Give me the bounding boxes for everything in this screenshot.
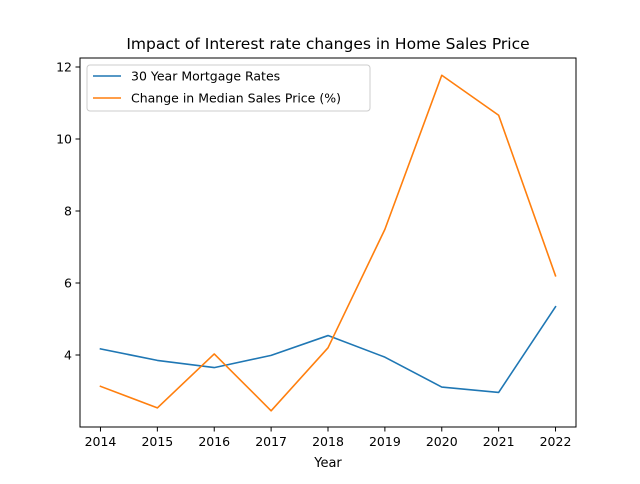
legend-label-mortgage: 30 Year Mortgage Rates: [131, 69, 280, 84]
x-tick-label: 2015: [141, 434, 173, 449]
series-line-mortgage-rates: [99, 305, 557, 394]
y-tick-label: 12: [56, 60, 72, 75]
x-tick-label: 2018: [312, 434, 344, 449]
series-line-median-sales-price: [99, 74, 557, 412]
y-axis: 4 6 8 10 12: [56, 60, 80, 363]
x-tick-label: 2019: [369, 434, 401, 449]
x-axis: 2014 2015 2016 2017 2018 2019 2020 2021 2022: [85, 427, 572, 449]
x-tick-label: 2014: [85, 434, 117, 449]
x-tick-label: 2017: [255, 434, 287, 449]
x-tick-label: 2016: [198, 434, 230, 449]
x-tick-label: 2022: [540, 434, 572, 449]
y-tick-label: 4: [64, 348, 72, 363]
x-tick-label: 2021: [483, 434, 515, 449]
x-tick-label: 2020: [426, 434, 458, 449]
y-tick-label: 8: [64, 204, 72, 219]
series-lines: [99, 74, 557, 412]
legend: 30 Year Mortgage Rates Change in Median …: [86, 64, 371, 112]
y-tick-label: 6: [64, 276, 72, 291]
x-axis-label: Year: [313, 456, 342, 471]
y-tick-label: 10: [56, 132, 72, 147]
chart-title: Impact of Interest rate changes in Home …: [126, 35, 529, 53]
legend-box: [86, 64, 371, 112]
legend-label-sales-price: Change in Median Sales Price (%): [131, 91, 341, 106]
